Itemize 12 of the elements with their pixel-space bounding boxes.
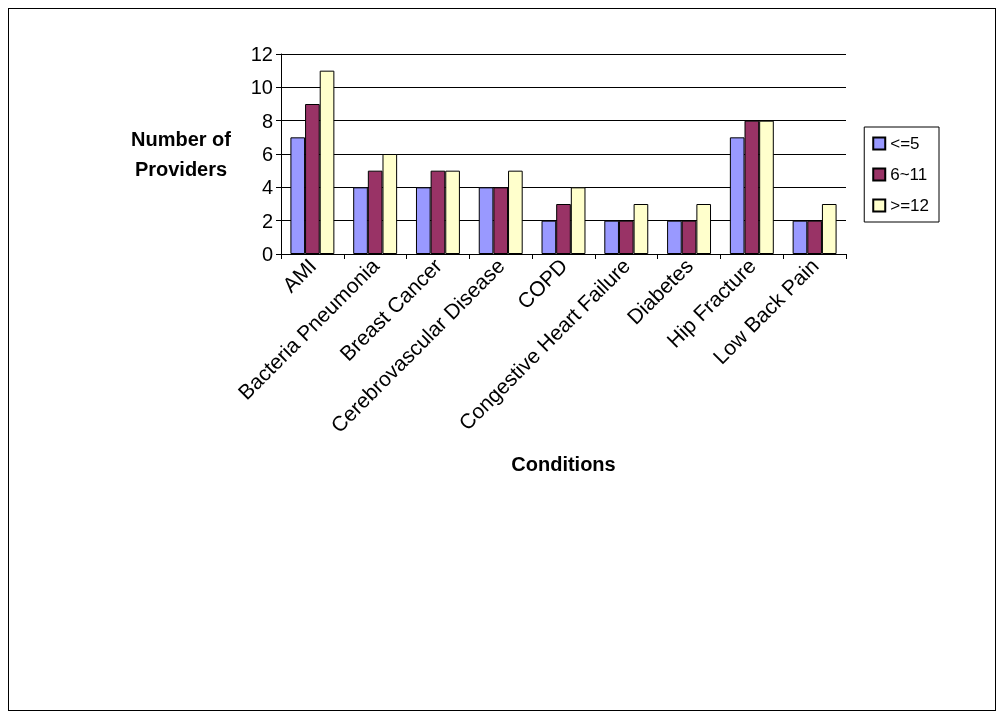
legend-label: >=12 — [890, 196, 929, 215]
y-tick-label: 4 — [261, 176, 273, 199]
y-tick-label: 2 — [261, 209, 273, 232]
y-tick-label: 8 — [261, 109, 273, 132]
y-tick-label: 12 — [250, 43, 273, 65]
x-axis-title: Conditions — [511, 453, 616, 475]
y-tick-label: 6 — [261, 143, 273, 165]
legend-label: 6~11 — [890, 165, 928, 184]
y-tick-label: 0 — [261, 243, 273, 265]
legend-label: <=5 — [890, 134, 920, 153]
y-tick-label: 10 — [250, 76, 273, 99]
y-axis-title: Number of Providers — [131, 128, 232, 180]
